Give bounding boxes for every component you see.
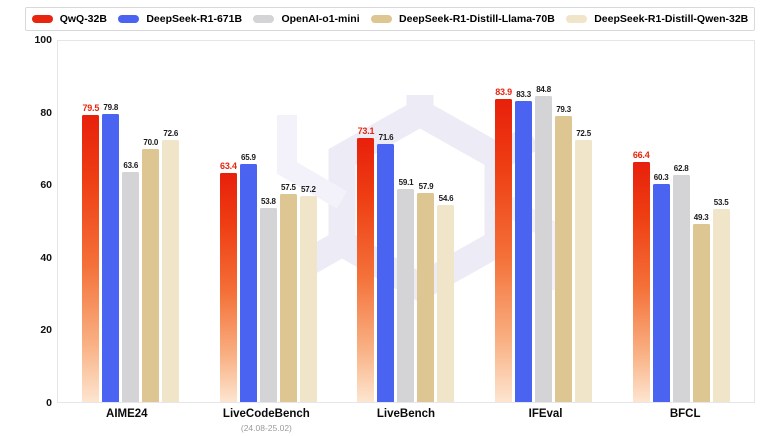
bar: 53.8: [259, 197, 277, 402]
bar-value-label: 83.3: [516, 90, 531, 100]
bar-value-label: 63.4: [220, 161, 237, 172]
bar: 65.9: [239, 153, 257, 402]
bar-value-label: 72.6: [163, 128, 179, 138]
bar: 72.5: [575, 129, 593, 402]
legend-swatch-icon: [566, 15, 588, 23]
legend: QwQ-32B DeepSeek-R1-671B OpenAI-o1-mini Dee…: [25, 7, 755, 31]
bar-group: 79.5 79.8 63.6 70.0 72.6: [82, 41, 180, 402]
plot-area: 79.5 79.8 63.6 70.0 72.6 63.4 65.9 53.8 57.5 57.2…: [57, 40, 755, 403]
bar-group: 66.4 60.3 62.8 49.3 53.5: [632, 41, 730, 402]
legend-item: OpenAI-o1-mini: [253, 13, 360, 25]
legend-item-label: QwQ-32B: [59, 13, 107, 25]
x-axis: AIME24 LiveCodeBench (24.08-25.02) LiveBenc…: [57, 408, 755, 434]
bar: 83.3: [515, 90, 533, 402]
x-tick-label: LiveBench: [376, 408, 436, 420]
bar-group: 83.9 83.3 84.8 79.3 72.5: [495, 41, 593, 402]
bar-value-label: 60.3: [653, 173, 669, 183]
bar-value-label: 57.9: [418, 181, 434, 191]
bar-value-label: 57.5: [281, 183, 296, 193]
bar-value-label: 79.3: [556, 104, 571, 114]
bar: 71.6: [377, 133, 395, 402]
legend-swatch-icon: [31, 15, 53, 23]
bar-value-label: 63.6: [123, 161, 139, 171]
bar: 63.4: [219, 161, 237, 402]
bar: 72.6: [162, 129, 180, 402]
y-tick-label: 60: [40, 179, 52, 192]
bar-groups: 79.5 79.8 63.6 70.0 72.6 63.4 65.9 53.8 57.5 57.2…: [58, 41, 754, 402]
bar: 63.6: [122, 161, 140, 402]
bar: 79.3: [555, 105, 573, 402]
x-tick-label: LiveCodeBench (24.08-25.02): [197, 408, 337, 434]
bar: 84.8: [535, 85, 553, 402]
bar: 83.9: [495, 87, 512, 402]
bar: 73.1: [357, 126, 375, 402]
bar-value-label: 49.3: [693, 213, 709, 223]
bar-value-label: 59.1: [398, 177, 414, 187]
bar: 57.9: [417, 182, 435, 402]
bar: 49.3: [692, 213, 710, 402]
legend-item-label: DeepSeek-R1-Distill-Qwen-32B: [594, 13, 749, 25]
bar: 54.6: [437, 194, 455, 402]
bar-value-label: 53.5: [713, 197, 729, 207]
bar: 62.8: [672, 164, 690, 402]
bar-value-label: 71.6: [378, 132, 394, 142]
bar: 79.8: [102, 103, 120, 402]
x-tick-sublabel: (24.08-25.02): [240, 423, 292, 433]
bar: 59.1: [397, 178, 415, 402]
bar: 79.5: [82, 103, 99, 402]
legend-item: DeepSeek-R1-671B: [118, 13, 242, 25]
x-tick-label: AIME24: [106, 408, 148, 420]
bar: 66.4: [632, 150, 650, 402]
legend-swatch-icon: [253, 15, 275, 23]
y-tick-label: 80: [40, 106, 52, 119]
y-tick-label: 100: [34, 34, 52, 46]
bar-value-label: 70.0: [143, 138, 159, 148]
y-tick-label: 40: [40, 251, 52, 264]
bar-value-label: 53.8: [261, 196, 276, 206]
legend-item: DeepSeek-R1-Distill-Qwen-32B: [566, 13, 748, 25]
bar-value-label: 73.1: [357, 126, 375, 137]
bar-value-label: 72.5: [576, 129, 591, 139]
legend-item: QwQ-32B: [31, 13, 107, 25]
y-tick-label: 20: [40, 324, 52, 337]
x-tick-label: BFCL: [669, 408, 701, 420]
bar-value-label: 57.2: [301, 184, 316, 194]
bar-value-label: 83.9: [495, 87, 512, 98]
bar: 57.5: [279, 183, 297, 402]
legend-item-label: DeepSeek-R1-671B: [146, 13, 243, 25]
bar-value-label: 79.5: [82, 103, 100, 114]
legend-swatch-icon: [118, 15, 140, 23]
legend-item-label: DeepSeek-R1-Distill-Llama-70B: [399, 13, 555, 25]
bar: 70.0: [142, 138, 160, 402]
bar: 60.3: [652, 173, 670, 402]
bar-value-label: 79.8: [103, 102, 119, 112]
bar-value-label: 66.4: [632, 150, 650, 161]
x-tick-label: IFEval: [528, 408, 563, 420]
legend-item-label: OpenAI-o1-mini: [281, 13, 360, 25]
bar-group: 73.1 71.6 59.1 57.9 54.6: [357, 41, 455, 402]
bar: 53.5: [712, 198, 730, 402]
legend-item: DeepSeek-R1-Distill-Llama-70B: [371, 13, 555, 25]
legend-swatch-icon: [371, 15, 393, 23]
bar-value-label: 54.6: [438, 193, 454, 203]
bar-value-label: 65.9: [241, 153, 256, 163]
y-tick-label: 0: [46, 397, 52, 409]
bar: 57.2: [299, 185, 317, 402]
bar-group: 63.4 65.9 53.8 57.5 57.2: [219, 41, 317, 402]
bar-value-label: 62.8: [673, 164, 689, 174]
bar-value-label: 84.8: [536, 84, 551, 94]
